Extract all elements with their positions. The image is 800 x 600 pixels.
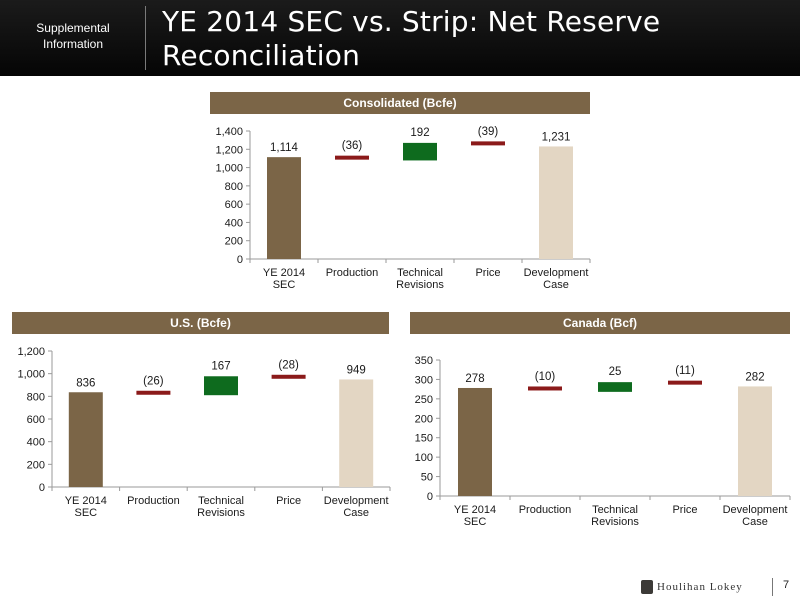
- x-category-label: Revisions: [396, 279, 444, 291]
- footer-divider: [772, 578, 773, 596]
- page-number: 7: [783, 579, 790, 591]
- data-label: (36): [342, 140, 363, 152]
- x-category-label: SEC: [273, 279, 296, 291]
- x-category-label: YE 2014: [454, 504, 496, 516]
- x-category-label: Price: [276, 495, 301, 507]
- end-total-bar: [339, 379, 374, 487]
- y-tick-label: 1,400: [215, 126, 243, 138]
- start-total-bar: [458, 387, 492, 496]
- x-category-label: Production: [519, 504, 572, 516]
- x-category-label: Price: [672, 504, 697, 516]
- negative-change-marker: [136, 390, 171, 395]
- positive-change-bar: [204, 376, 238, 396]
- x-category-label: Case: [343, 507, 369, 519]
- x-category-label: YE 2014: [65, 495, 107, 507]
- y-tick-label: 600: [225, 199, 243, 211]
- x-category-label: SEC: [74, 507, 97, 519]
- x-category-label: Technical: [592, 504, 638, 516]
- y-tick-label: 200: [415, 413, 433, 425]
- negative-change-marker: [271, 374, 306, 379]
- x-category-label: SEC: [464, 516, 487, 528]
- y-tick-label: 400: [27, 437, 45, 449]
- data-label: 278: [465, 373, 484, 385]
- x-category-label: Production: [326, 267, 379, 279]
- data-label: (39): [478, 126, 499, 138]
- logo-text: Houlihan Lokey: [657, 581, 743, 593]
- consolidated-waterfall-chart: 0 200 400 600 800 1,000 1,200 1,400 1,114 YE 2014…: [215, 126, 591, 291]
- y-tick-label: 300: [415, 374, 433, 386]
- x-category-label: Technical: [397, 267, 443, 279]
- data-label: 1,114: [270, 142, 299, 154]
- start-total-bar: [267, 157, 301, 259]
- data-label: 836: [76, 377, 95, 389]
- x-category-label: Development: [723, 504, 788, 516]
- negative-change-marker: [528, 386, 562, 391]
- start-total-bar: [68, 392, 103, 487]
- y-tick-label: 0: [237, 254, 243, 266]
- y-tick-label: 250: [415, 394, 433, 406]
- y-tick-label: 1,000: [215, 163, 243, 175]
- y-tick-label: 600: [27, 414, 45, 426]
- x-category-label: Case: [543, 279, 569, 291]
- y-tick-label: 50: [421, 472, 433, 484]
- data-label: 167: [211, 360, 230, 372]
- y-tick-label: 800: [225, 181, 243, 193]
- y-tick-label: 200: [225, 236, 243, 248]
- page-title: YE 2014 SEC vs. Strip: Net Reserve Recon…: [162, 5, 661, 72]
- end-total-bar: [539, 146, 573, 259]
- data-label: 949: [347, 364, 366, 376]
- data-label: 282: [745, 371, 764, 383]
- x-category-label: Development: [324, 495, 389, 507]
- negative-change-marker: [668, 380, 702, 385]
- logo-mark-icon: [641, 580, 653, 594]
- negative-change-marker: [335, 155, 369, 160]
- x-category-label: YE 2014: [263, 267, 305, 279]
- company-logo: Houlihan Lokey: [641, 578, 781, 598]
- data-label: 192: [410, 127, 429, 139]
- y-tick-label: 1,200: [17, 346, 45, 358]
- x-category-label: Production: [127, 495, 180, 507]
- y-tick-label: 1,200: [215, 144, 243, 156]
- data-label: (10): [535, 371, 556, 383]
- x-category-label: Revisions: [591, 516, 639, 528]
- y-tick-label: 1,000: [17, 369, 45, 381]
- y-tick-label: 0: [427, 491, 433, 503]
- y-tick-label: 100: [415, 452, 433, 464]
- consolidated-chart-title: Consolidated (Bcfe): [210, 92, 590, 114]
- positive-change-bar: [403, 142, 437, 161]
- y-tick-label: 0: [39, 482, 45, 494]
- data-label: 25: [609, 366, 622, 378]
- y-tick-label: 200: [27, 459, 45, 471]
- x-category-label: Revisions: [197, 507, 245, 519]
- x-category-label: Development: [524, 267, 589, 279]
- data-label: (11): [675, 365, 695, 377]
- y-tick-label: 800: [27, 391, 45, 403]
- x-category-label: Case: [742, 516, 768, 528]
- y-tick-label: 150: [415, 433, 433, 445]
- positive-change-bar: [598, 382, 632, 392]
- section-tag: Supplemental Information: [36, 21, 110, 51]
- end-total-bar: [738, 386, 772, 496]
- data-label: (26): [143, 375, 164, 387]
- header-band: Supplemental Information YE 2014 SEC vs.…: [0, 0, 800, 76]
- x-category-label: Price: [475, 267, 500, 279]
- data-label: 1,231: [542, 131, 571, 143]
- x-category-label: Technical: [198, 495, 244, 507]
- y-tick-label: 400: [225, 217, 243, 229]
- us-chart-title: U.S. (Bcfe): [12, 312, 389, 334]
- negative-change-marker: [471, 141, 505, 146]
- y-tick-label: 350: [415, 355, 433, 367]
- canada-chart-title: Canada (Bcf): [410, 312, 790, 334]
- data-label: (28): [278, 359, 299, 371]
- header-divider: [145, 6, 146, 70]
